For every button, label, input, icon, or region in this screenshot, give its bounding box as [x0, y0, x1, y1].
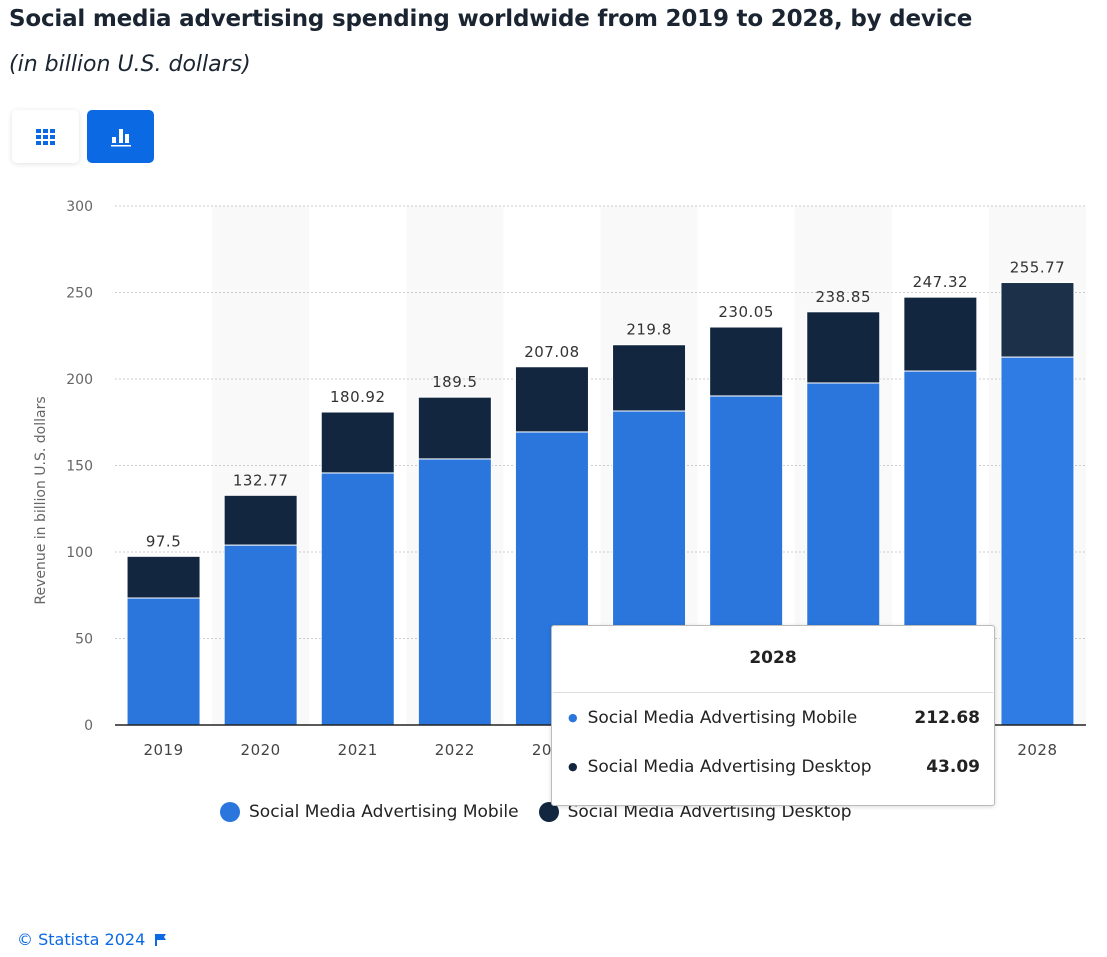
- bar-desktop[interactable]: [903, 296, 978, 372]
- y-tick-label: 300: [66, 199, 93, 215]
- legend-label: Social Media Advertising Mobile: [249, 802, 519, 822]
- y-axis-label: Revenue in billion U.S. dollars: [33, 396, 49, 604]
- legend-item-mobile[interactable]: Social Media Advertising Mobile: [220, 802, 519, 822]
- chart-subtitle: (in billion U.S. dollars): [9, 52, 251, 77]
- legend-dot-icon: [220, 802, 240, 822]
- total-data-label: 97.5: [146, 532, 181, 550]
- tooltip-label: Social Media Advertising Mobile: [587, 707, 858, 728]
- bar-mobile[interactable]: [1000, 356, 1075, 726]
- bar-desktop[interactable]: [223, 494, 298, 546]
- bar-desktop[interactable]: [514, 366, 589, 433]
- table-view-button[interactable]: [12, 110, 79, 163]
- footer: © Statista 2024: [17, 930, 167, 949]
- x-tick-label: 2019: [143, 741, 183, 759]
- legend: Social Media Advertising Mobile Social M…: [220, 802, 852, 822]
- chart-view-button[interactable]: [87, 110, 154, 163]
- total-data-label: 219.8: [626, 321, 671, 339]
- x-tick-label: 2020: [241, 741, 281, 759]
- total-data-label: 132.77: [233, 471, 289, 489]
- bar-mobile[interactable]: [126, 597, 201, 726]
- tooltip-value: 43.09: [926, 756, 980, 777]
- bar-desktop[interactable]: [709, 326, 784, 397]
- total-data-label: 230.05: [718, 303, 774, 321]
- bar-chart-icon: [110, 128, 131, 146]
- y-tick-label: 150: [66, 459, 93, 475]
- tooltip-label: Social Media Advertising Desktop: [587, 756, 872, 777]
- total-data-label: 238.85: [816, 288, 872, 306]
- bar-desktop[interactable]: [1000, 282, 1075, 358]
- flag-icon[interactable]: [155, 933, 167, 947]
- total-data-label: 255.77: [1010, 259, 1066, 277]
- x-tick-label: 2028: [1017, 741, 1057, 759]
- y-tick-label: 250: [66, 286, 93, 302]
- bar-desktop[interactable]: [612, 344, 687, 412]
- y-tick-label: 100: [66, 545, 93, 561]
- legend-item-desktop[interactable]: Social Media Advertising Desktop: [538, 802, 852, 822]
- total-data-label: 207.08: [524, 343, 580, 361]
- table-grid-icon: [36, 128, 55, 145]
- copyright-link[interactable]: © Statista 2024: [17, 930, 146, 949]
- total-data-label: 180.92: [330, 388, 386, 406]
- chart-title: Social media advertising spending worldw…: [9, 6, 973, 32]
- tooltip-title: 2028: [553, 626, 993, 693]
- bullet-icon: ●: [568, 711, 578, 724]
- legend-label: Social Media Advertising Desktop: [567, 802, 852, 822]
- bar-mobile[interactable]: [223, 544, 298, 726]
- y-tick-label: 0: [84, 718, 93, 734]
- bar-desktop[interactable]: [320, 411, 395, 474]
- bar-desktop[interactable]: [417, 396, 492, 460]
- total-data-label: 247.32: [913, 273, 969, 291]
- tooltip-value: 212.68: [914, 707, 980, 728]
- legend-dot-icon: [538, 802, 559, 822]
- bar-mobile[interactable]: [320, 472, 395, 726]
- total-data-label: 189.5: [432, 373, 477, 391]
- tooltip-row: ● Social Media Advertising Mobile 212.68: [552, 693, 994, 742]
- tooltip-row: ● Social Media Advertising Desktop 43.09: [552, 742, 994, 791]
- x-tick-label: 2022: [435, 741, 475, 759]
- bar-desktop[interactable]: [126, 555, 201, 599]
- bar-desktop[interactable]: [806, 311, 881, 384]
- bullet-icon: ●: [568, 760, 578, 773]
- bar-mobile[interactable]: [417, 458, 492, 726]
- y-tick-label: 200: [66, 372, 93, 388]
- tooltip: 2028 ● Social Media Advertising Mobile 2…: [551, 625, 995, 806]
- x-tick-label: 2021: [338, 741, 378, 759]
- y-tick-label: 50: [75, 632, 93, 648]
